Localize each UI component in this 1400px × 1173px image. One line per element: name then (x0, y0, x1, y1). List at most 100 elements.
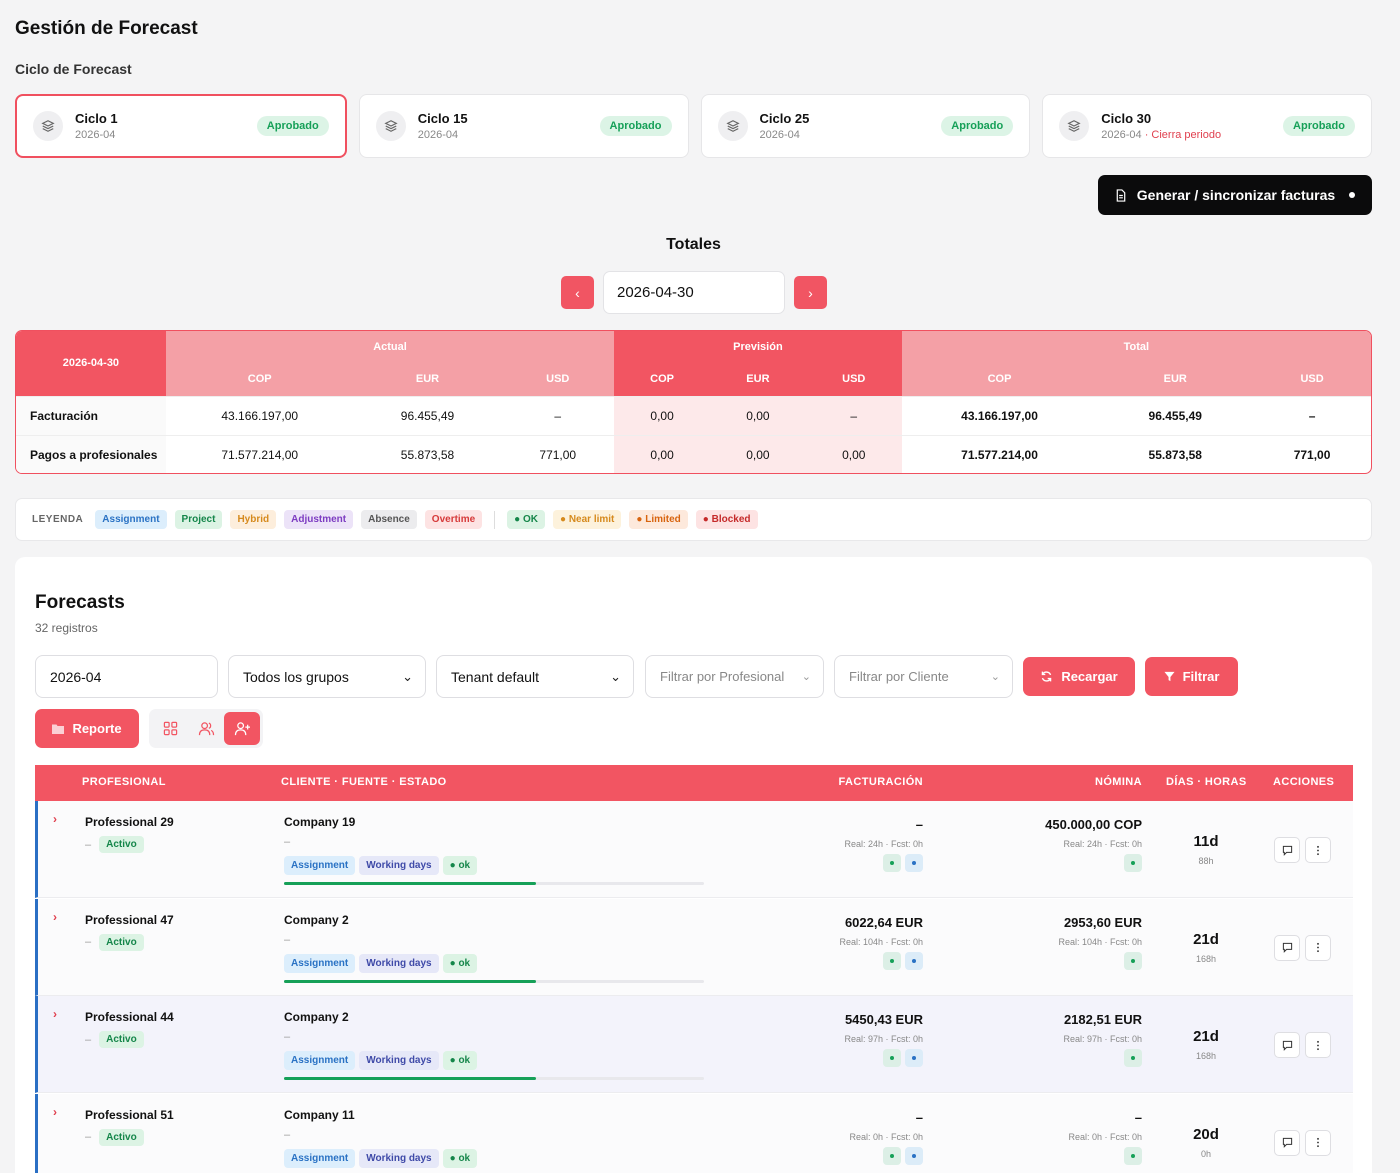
forecast-grid-header: PROFESIONAL CLIENTE · FUENTE · ESTADO FA… (35, 765, 1353, 801)
chevron-down-icon: ⌄ (801, 671, 811, 683)
more-options-button[interactable] (1305, 837, 1331, 863)
progress-fill (284, 979, 536, 983)
next-date-button[interactable]: › (794, 276, 827, 309)
totals-title: Totales (666, 236, 721, 253)
expand-chevron-icon[interactable]: › (53, 1104, 57, 1119)
expand-chevron-icon[interactable]: › (53, 812, 57, 826)
progress-bar (284, 1077, 704, 1080)
cycle-name: Ciclo 30 (1101, 111, 1152, 126)
active-badge: Activo (99, 1128, 144, 1146)
forecasts-panel: Forecasts 32 registros 2026-04 Todos los… (15, 557, 1372, 1173)
user-add-icon (234, 722, 250, 736)
billing-amount: – (915, 817, 923, 832)
filter-button[interactable]: Filtrar (1145, 657, 1238, 696)
folder-icon (52, 724, 65, 734)
progress-fill (284, 882, 536, 885)
col-header-actions: ACCIONES (1273, 776, 1335, 788)
active-badge: Activo (99, 1031, 144, 1048)
progress-bar (284, 979, 704, 983)
billing-hours: Real: 104h · Fcst: 0h (839, 936, 923, 947)
cycle-card[interactable]: Ciclo 30 2026-04 · Cierra periodo Aprobad… (1042, 94, 1372, 158)
forecast-row[interactable]: › Professional 51– Activo Company 11– Assign… (35, 1093, 1353, 1173)
tenant-select[interactable]: Tenant default ⌄ (436, 655, 634, 698)
col-header-client: CLIENTE · FUENTE · ESTADO (281, 776, 447, 788)
comment-button[interactable] (1274, 837, 1300, 863)
cycle-date: 2026-04 · Cierra periodo (1101, 129, 1222, 141)
cycle-card[interactable]: Ciclo 25 2026-04 Aprobado (700, 94, 1031, 158)
value-cell: 71.577.214,00 (165, 434, 354, 473)
value-cell: 96.455,49 (353, 395, 502, 435)
client-source: – (284, 836, 291, 848)
client-name: Company 19 (284, 815, 356, 829)
comment-button[interactable] (1274, 1032, 1300, 1058)
grid-view-button[interactable] (152, 712, 188, 745)
cycle-card[interactable]: Ciclo 15 2026-04 Aprobado (358, 94, 689, 158)
more-options-button[interactable] (1305, 1032, 1331, 1058)
legend-chip-ok: ● OK (507, 510, 545, 529)
status-dot-icon (1124, 1146, 1142, 1165)
value-cell: 43.166.197,00 (165, 395, 354, 435)
more-vertical-icon (1317, 1040, 1319, 1050)
billing-indicators (883, 1146, 923, 1165)
value-cell: 55.873,58 (353, 434, 502, 473)
client-filter[interactable]: Filtrar por Cliente ⌄ (834, 655, 1013, 698)
cycle-list: Ciclo 1 2026-04 Aprobado Ciclo 15 2026-04 … (15, 94, 1372, 158)
chevron-down-icon: ⌄ (610, 668, 621, 684)
forecasts-title: Forecasts (35, 592, 125, 613)
hours-value: 88h (1198, 856, 1214, 866)
billing-amount: – (915, 1109, 923, 1125)
status-dot-icon (883, 1146, 901, 1165)
reload-button[interactable]: Recargar (1023, 657, 1135, 696)
totals-date-header: 2026-04-30 (16, 331, 166, 396)
expand-chevron-icon[interactable]: › (53, 1007, 57, 1021)
tag-assignment: Assignment (284, 1051, 356, 1070)
tag-working-days: Working days (359, 953, 439, 973)
row-tags: Assignment Working days ● ok (284, 1051, 478, 1070)
legend-bar: LEYENDA Assignment Project Hybrid Adjust… (15, 498, 1372, 541)
billing-indicators (883, 1049, 923, 1067)
group-header-total: Total (901, 331, 1371, 363)
status-dot-icon (905, 951, 923, 970)
group-header-actual: Actual (165, 331, 615, 363)
row-label: Pagos a profesionales (16, 434, 166, 473)
cycle-date: 2026-04 (417, 129, 459, 141)
value-cell: – (501, 395, 615, 435)
more-options-button[interactable] (1305, 1129, 1331, 1156)
more-vertical-icon (1317, 845, 1319, 855)
value-cell: – (1253, 395, 1371, 435)
comment-button[interactable] (1274, 1129, 1300, 1156)
group-header-prevision: Previsión (614, 331, 902, 363)
group-select[interactable]: Todos los grupos ⌄ (228, 655, 426, 698)
comment-button[interactable] (1274, 934, 1300, 961)
professional-status: – Activo (85, 933, 144, 951)
billing-amount: 6022,64 EUR (844, 914, 923, 930)
group-view-button[interactable] (188, 712, 224, 745)
forecast-row[interactable]: › Professional 47 – Activo Company 2 – Assignm… (35, 898, 1353, 996)
status-dot-icon (1124, 1049, 1142, 1067)
tag-assignment: Assignment (284, 1148, 356, 1168)
row-tags: Assignment Working days ● ok (284, 856, 478, 875)
currency-header: COP (901, 363, 1098, 396)
chevron-left-icon: ‹ (575, 284, 580, 301)
cycle-card[interactable]: Ciclo 1 2026-04 Aprobado (15, 94, 347, 158)
period-input[interactable]: 2026-04 (35, 655, 218, 698)
totals-date-input[interactable]: 2026-04-30 (603, 271, 785, 314)
days-value: 21d (1193, 930, 1219, 948)
hours-value: 168h (1195, 953, 1217, 964)
generate-invoices-button[interactable]: Generar / sincronizar facturas (1098, 175, 1372, 215)
legend-chip-overtime: Overtime (424, 510, 483, 529)
more-options-button[interactable] (1305, 934, 1331, 961)
forecast-row[interactable]: › Professional 44 – Activo Company 2 – Assignm… (35, 996, 1353, 1093)
cycle-section-label: Ciclo de Forecast (15, 61, 132, 77)
filter-icon (1164, 671, 1175, 682)
progress-fill (284, 1077, 536, 1080)
prev-date-button[interactable]: ‹ (561, 276, 594, 309)
tag-working-days: Working days (359, 1148, 439, 1168)
forecast-row[interactable]: › Professional 29– Activo Company 19– Assign… (35, 801, 1353, 898)
report-button[interactable]: Reporte (35, 709, 139, 748)
professional-filter[interactable]: Filtrar por Profesional ⌄ (645, 655, 824, 698)
tag-working-days: Working days (359, 1051, 439, 1070)
progress-bar (284, 882, 704, 885)
professional-view-button[interactable] (224, 712, 260, 745)
expand-chevron-icon[interactable]: › (53, 909, 57, 924)
